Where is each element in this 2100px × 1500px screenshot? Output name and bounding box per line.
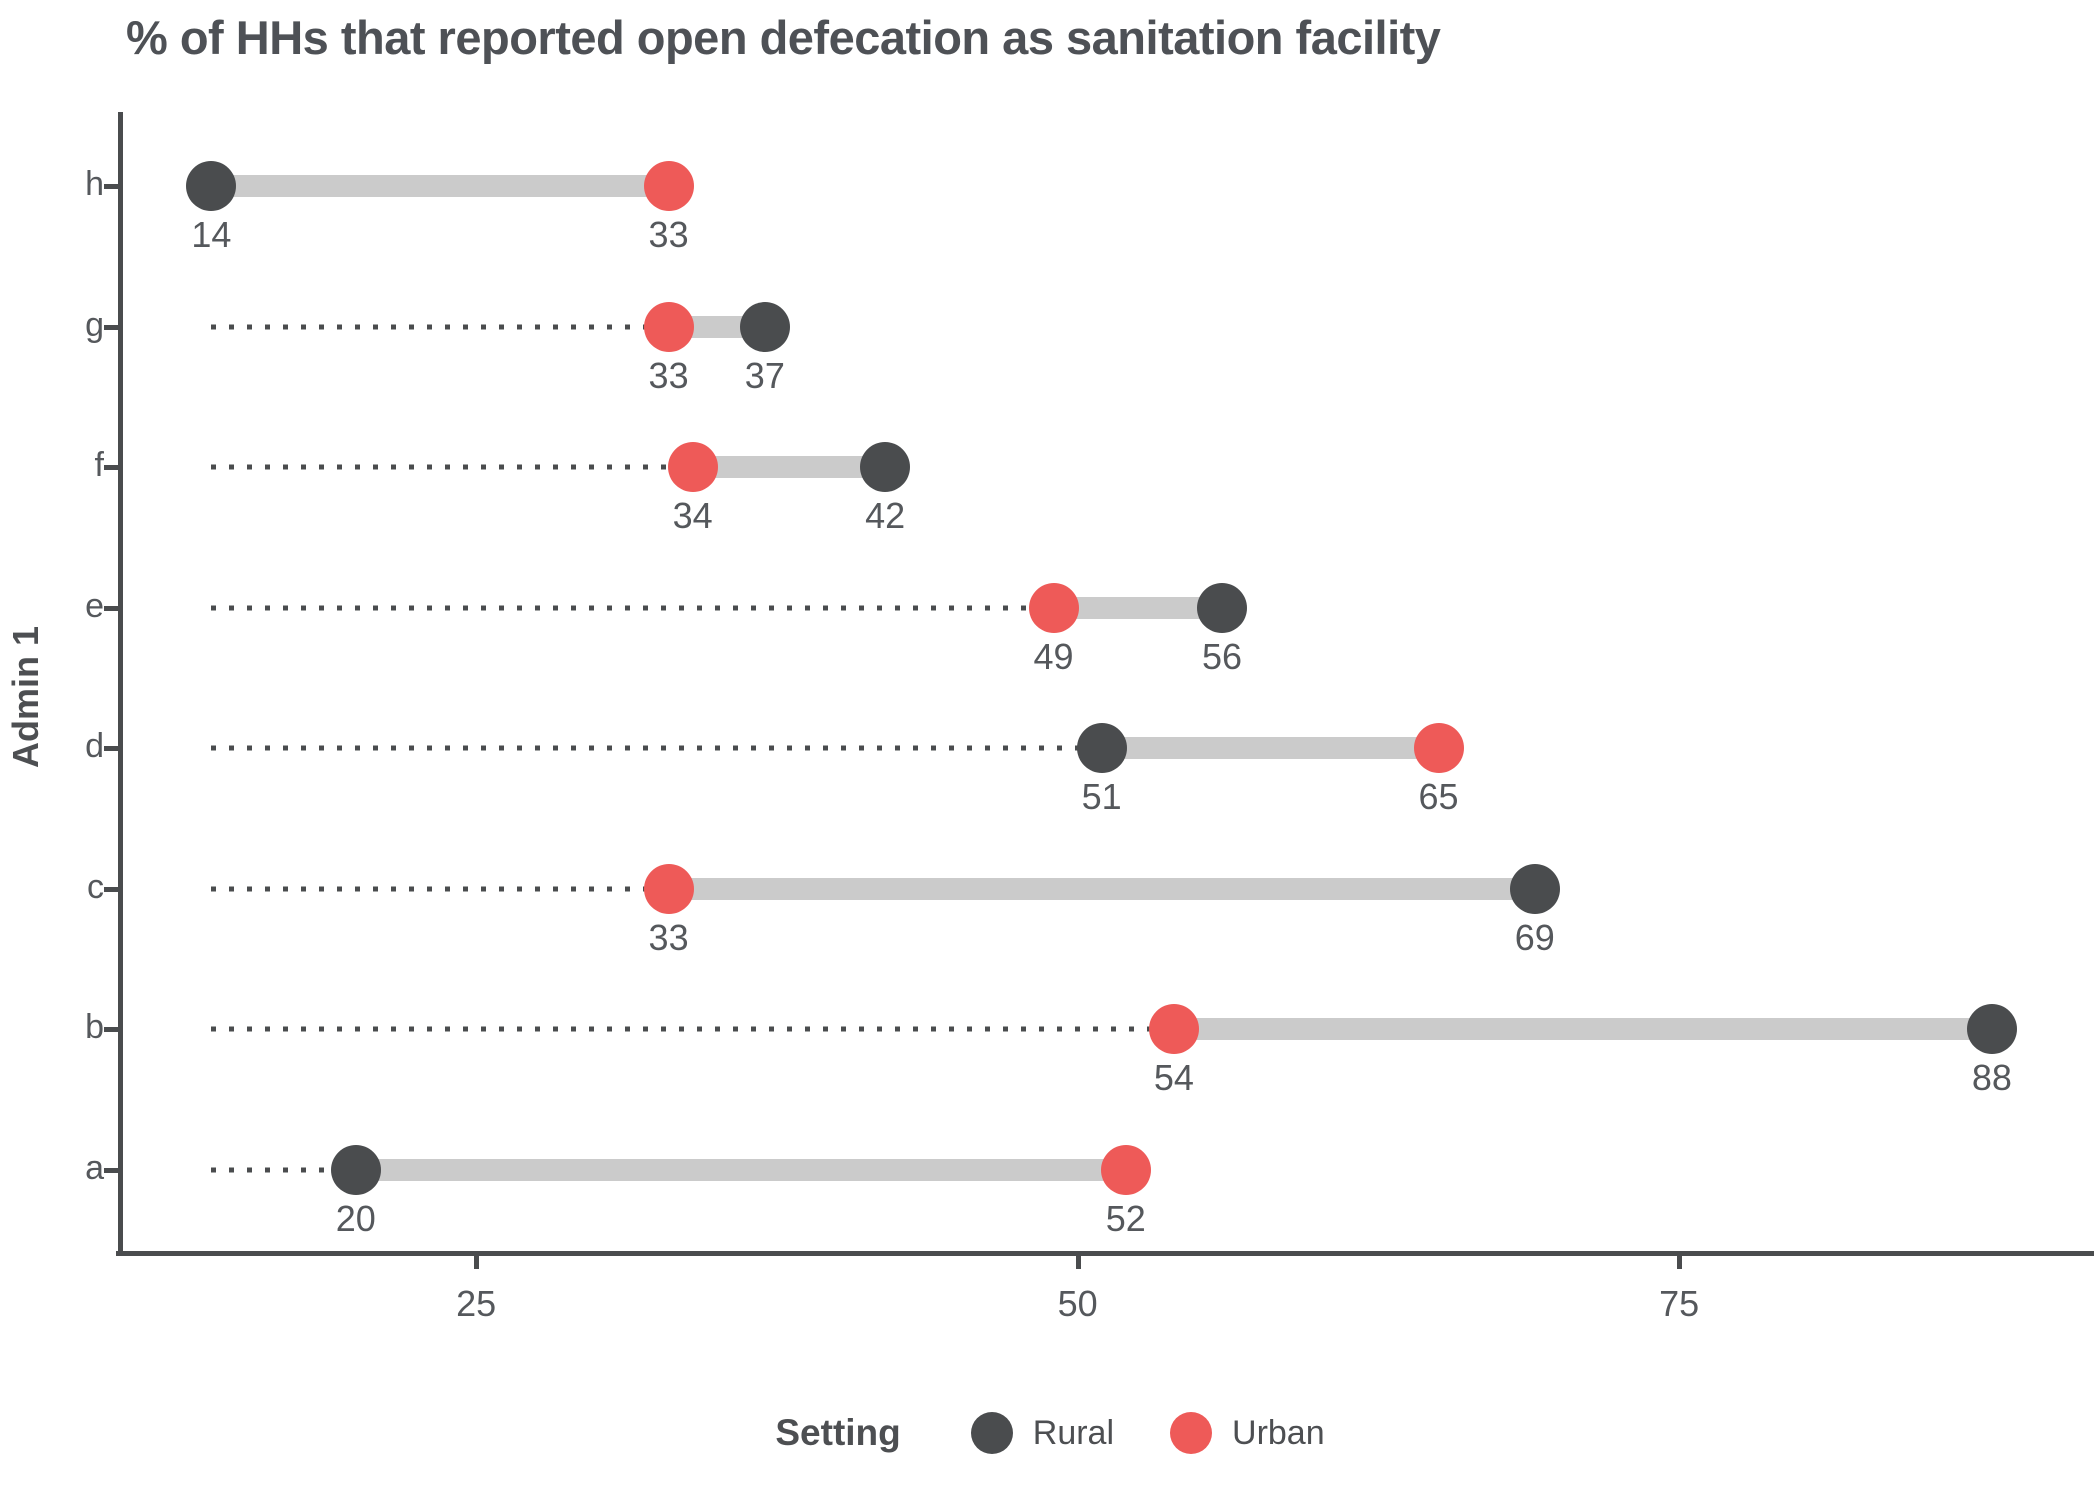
urban-dot <box>1028 582 1079 633</box>
urban-dot <box>643 301 694 352</box>
urban-dot <box>667 442 718 493</box>
urban-dot <box>1148 1004 1199 1055</box>
connector-bar <box>668 877 1535 900</box>
leader-line <box>211 1167 356 1173</box>
leader-line <box>211 1026 1174 1032</box>
urban-dot <box>1413 723 1464 774</box>
x-tick <box>1677 1253 1683 1269</box>
category-label-a: a <box>85 1148 104 1187</box>
category-label-h: h <box>85 164 104 203</box>
chart-title: % of HHs that reported open defecation a… <box>126 11 1441 64</box>
category-label-f: f <box>94 446 104 485</box>
rural-value-label: 88 <box>1971 1057 2012 1099</box>
rural-dot <box>1966 1004 2017 1055</box>
category-label-e: e <box>85 586 104 625</box>
category-label-c: c <box>87 867 104 906</box>
rural-dot <box>186 161 237 211</box>
rural-dot <box>1076 723 1127 774</box>
urban-value-label: 52 <box>1105 1197 1146 1239</box>
x-tick-label: 50 <box>1057 1283 1098 1324</box>
rural-dot <box>330 1144 381 1195</box>
y-tick <box>104 324 119 330</box>
connector-bar <box>355 1158 1126 1181</box>
rural-value-label: 14 <box>191 214 232 255</box>
rural-value-label: 42 <box>865 495 906 537</box>
y-tick <box>104 1027 119 1033</box>
urban-value-label: 54 <box>1153 1057 1194 1099</box>
leader-line <box>211 745 1102 751</box>
connector-bar <box>692 456 886 479</box>
urban-value-label: 33 <box>648 214 689 255</box>
category-label-d: d <box>85 727 104 766</box>
category-label-g: g <box>85 305 104 344</box>
rural-swatch-icon <box>970 1412 1013 1454</box>
connector-bar <box>211 175 669 197</box>
connector-bar <box>1053 596 1222 619</box>
legend-item-urban: Urban <box>1170 1412 1325 1454</box>
rural-dot <box>739 301 790 352</box>
legend-title: Setting <box>775 1412 901 1453</box>
rural-value-label: 69 <box>1514 916 1555 958</box>
connector-bar <box>1173 1018 1992 1041</box>
urban-dot <box>643 863 694 914</box>
leader-line <box>211 605 1054 611</box>
connector-bar <box>1101 737 1439 760</box>
y-axis-title: Admin 1 <box>5 626 46 769</box>
urban-value-label: 49 <box>1033 635 1074 677</box>
urban-dot <box>1100 1144 1151 1195</box>
y-tick <box>104 1167 119 1173</box>
legend-item-rural: Rural <box>970 1412 1115 1454</box>
category-label-b: b <box>85 1008 104 1047</box>
y-axis-line <box>118 112 123 1256</box>
legend-label-rural: Rural <box>1032 1413 1115 1452</box>
x-tick-label: 25 <box>456 1283 497 1324</box>
rural-dot <box>860 442 911 493</box>
urban-dot <box>643 161 694 211</box>
y-tick <box>104 465 119 471</box>
rural-value-label: 56 <box>1201 635 1243 677</box>
x-axis-line <box>116 1251 2094 1256</box>
leader-line <box>211 464 693 470</box>
y-tick <box>104 886 119 892</box>
x-tick <box>474 1253 480 1269</box>
rural-value-label: 37 <box>744 354 785 396</box>
rural-value-label: 20 <box>335 1197 376 1239</box>
y-tick <box>104 184 119 189</box>
y-tick <box>104 746 119 752</box>
urban-value-label: 34 <box>672 495 713 537</box>
legend-label-urban: Urban <box>1232 1413 1325 1452</box>
urban-value-label: 33 <box>648 354 689 396</box>
leader-line <box>211 324 669 330</box>
x-tick-label: 75 <box>1659 1283 1700 1324</box>
legend: Setting Rural Urban <box>0 1398 2100 1468</box>
leader-line <box>211 886 669 892</box>
rural-value-label: 51 <box>1081 776 1122 818</box>
urban-value-label: 33 <box>648 916 689 958</box>
rural-dot <box>1509 863 1560 914</box>
rural-dot <box>1196 582 1247 633</box>
y-tick <box>104 605 119 611</box>
urban-swatch-icon <box>1170 1412 1213 1454</box>
urban-value-label: 65 <box>1418 776 1459 818</box>
x-tick <box>1075 1253 1081 1269</box>
